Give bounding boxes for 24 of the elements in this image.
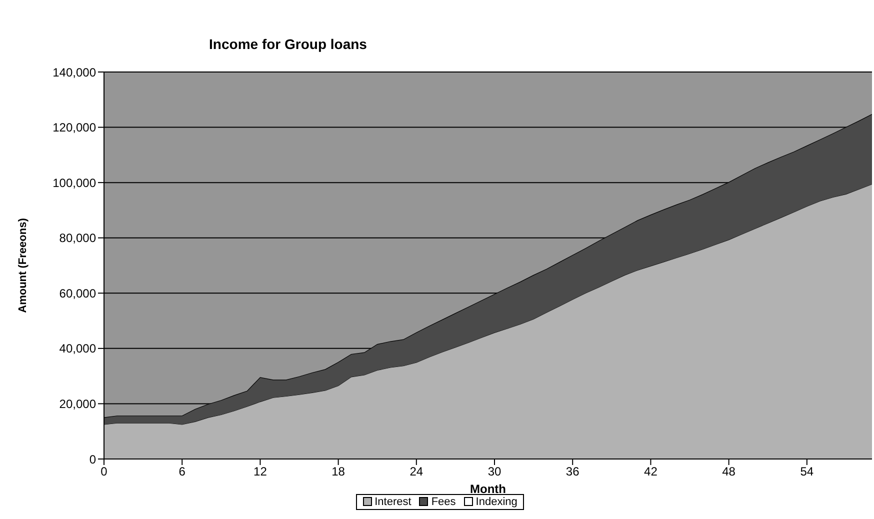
legend-label: Fees (430, 496, 456, 508)
y-tick-label: 100,000 (52, 176, 96, 190)
y-axis-title: Amount (Freeons) (16, 218, 29, 313)
x-axis-title: Month (470, 482, 506, 496)
x-tick-label: 24 (410, 464, 424, 479)
y-tick-label: 140,000 (52, 65, 96, 80)
x-tick-label: 54 (800, 464, 814, 479)
chart-title: Income for Group loans (208, 36, 368, 52)
x-tick-label: 6 (178, 464, 186, 479)
x-tick-label: 0 (100, 464, 108, 479)
x-tick-label: 12 (254, 464, 268, 479)
y-tick-label: 20,000 (59, 396, 96, 411)
y-tick-label: 80,000 (59, 231, 96, 246)
legend-label: Interest (374, 496, 412, 508)
y-tick-label: 120,000 (52, 120, 96, 135)
x-tick-label: 36 (566, 464, 580, 479)
x-tick-label: 30 (488, 464, 502, 479)
y-tick-label: 60,000 (59, 286, 96, 300)
x-tick-label: 42 (644, 464, 658, 479)
x-tick-label: 48 (722, 464, 736, 479)
y-tick-label: 0 (89, 452, 96, 466)
y-tick-label: 40,000 (59, 342, 96, 356)
x-tick-label: 18 (332, 464, 346, 479)
legend-label: Indexing (474, 496, 518, 508)
